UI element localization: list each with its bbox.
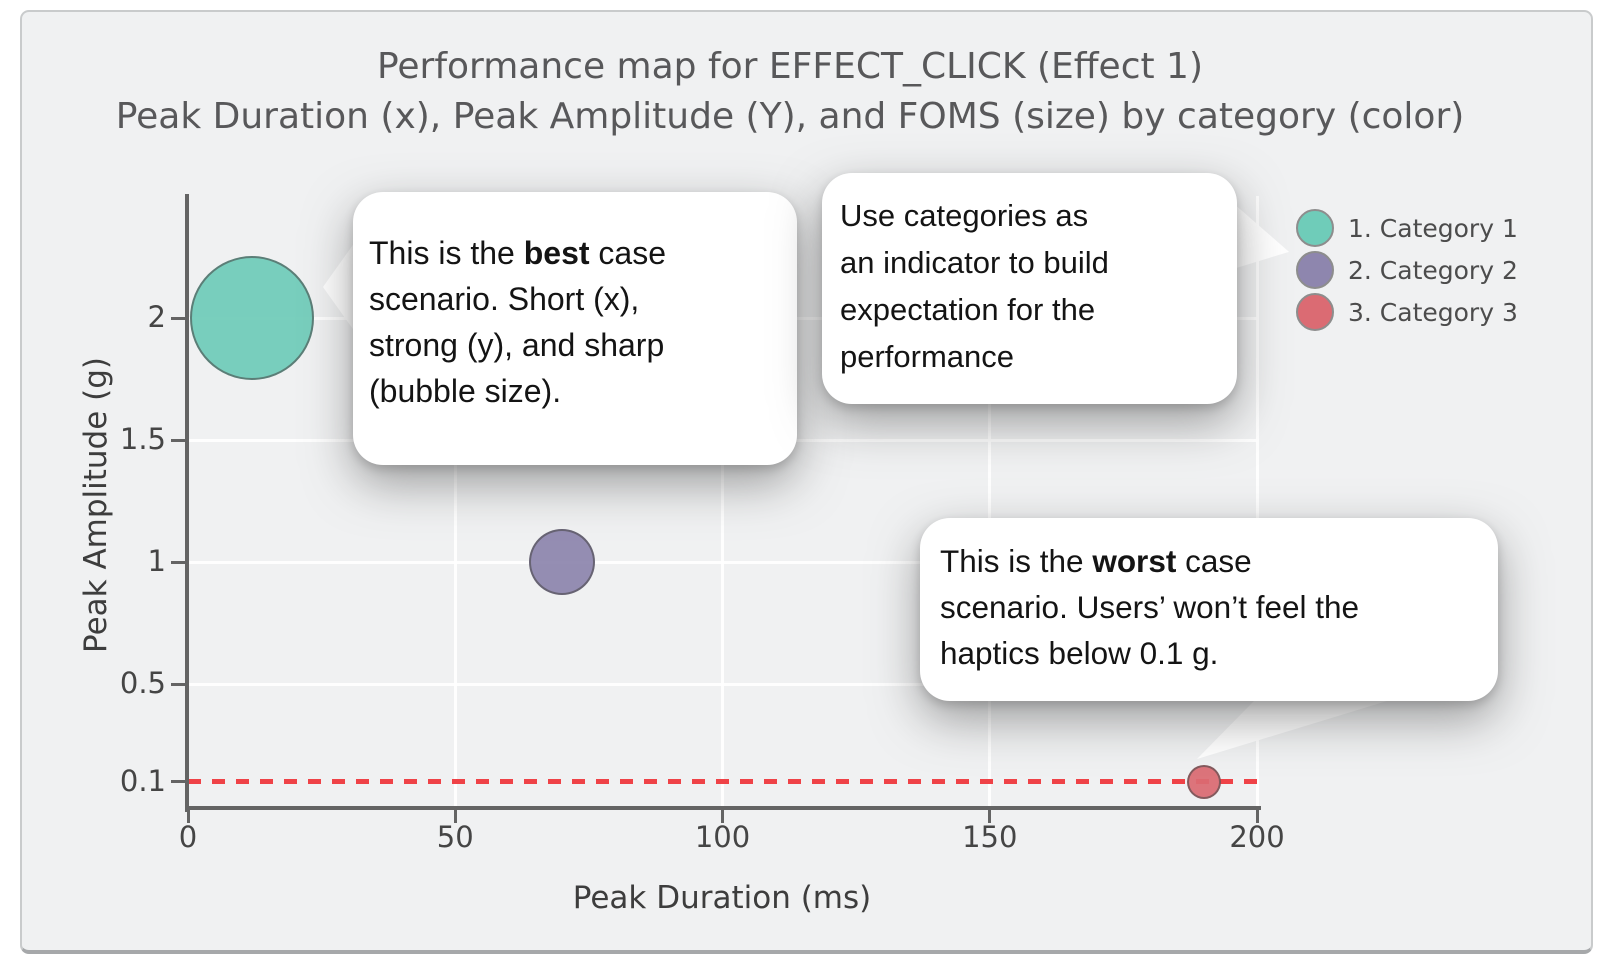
y-tick-mark (171, 316, 186, 320)
callout-worst-case: This is the worst case scenario. Users’ w… (920, 518, 1498, 701)
x-tick-mark (186, 810, 190, 823)
gridline-vertical (988, 196, 992, 806)
x-tick-mark (1255, 810, 1259, 823)
chart-title: Performance map for EFFECT_CLICK (Effect… (376, 46, 1203, 87)
chart-subtitle: Peak Duration (x), Peak Amplitude (Y), a… (115, 96, 1465, 137)
callout-best-case-text: This is the best case scenario. Short (x)… (353, 192, 797, 414)
y-tick-label: 0.1 (119, 763, 166, 798)
legend-label: 2. Category 2 (1348, 255, 1518, 285)
callout-line: (bubble size). (369, 373, 562, 409)
legend-swatch-icon (1296, 293, 1334, 331)
x-tick-mark (721, 810, 724, 823)
x-axis-title: Peak Duration (ms) (572, 880, 872, 916)
threshold-dashed-line (188, 779, 1257, 785)
callout-worst-case-text: This is the worst case scenario. Users’ w… (920, 518, 1498, 676)
data-bubble-2-category-2 (529, 529, 596, 595)
legend-swatch-icon (1296, 251, 1334, 289)
x-tick-label: 200 (1229, 820, 1285, 854)
y-tick-label: 1.5 (119, 422, 166, 456)
legend-item: 1. Category 1 (1296, 207, 1518, 249)
x-tick-label: 100 (694, 820, 751, 854)
legend-item: 2. Category 2 (1296, 249, 1518, 291)
gridline-horizontal (188, 560, 1257, 564)
x-axis-line (185, 806, 1261, 810)
y-tick-mark (171, 560, 186, 564)
x-tick-label: 0 (178, 820, 198, 854)
x-tick-label: 50 (436, 820, 474, 854)
gridline-vertical (721, 196, 724, 806)
y-tick-mark (171, 780, 186, 784)
callout-line: strong (y), and sharp (369, 327, 665, 363)
callout-line: scenario. Short (x), (369, 281, 640, 317)
callout-line: an indicator to build (840, 245, 1109, 280)
x-tick-mark (988, 810, 992, 823)
gridline-vertical (1255, 196, 1259, 806)
y-axis-title: Peak Amplitude (g) (78, 356, 114, 654)
gridline-horizontal (188, 682, 1257, 686)
y-tick-label: 2 (147, 300, 166, 334)
callout-line: This is the best case (369, 235, 666, 271)
callout-categories-text: Use categories as an indicator to build ex… (822, 173, 1237, 380)
data-bubble-3-category-3 (1186, 764, 1221, 799)
figure-panel (20, 10, 1593, 954)
y-tick-label: 0.5 (119, 666, 166, 700)
y-tick-mark (171, 438, 186, 442)
callout-line: performance (840, 339, 1015, 374)
legend-label: 3. Category 3 (1348, 297, 1518, 327)
callout-best-case: This is the best case scenario. Short (x)… (353, 192, 797, 465)
gridline-vertical (453, 196, 457, 806)
callout-line: scenario. Users’ won’t feel the (940, 589, 1360, 625)
y-axis-line (185, 194, 189, 812)
callout-line: This is the worst case (940, 543, 1252, 579)
y-tick-label: 1 (147, 544, 166, 578)
y-tick-mark (171, 682, 186, 686)
callout-line: Use categories as (840, 198, 1089, 233)
legend-label: 1. Category 1 (1348, 213, 1518, 243)
callout-line: expectation for the (840, 292, 1096, 327)
legend-item: 3. Category 3 (1296, 291, 1518, 333)
x-tick-mark (453, 810, 457, 823)
callout-line: haptics below 0.1 g. (940, 635, 1219, 671)
legend-swatch-icon (1296, 209, 1334, 247)
chart-title-block: Performance map for EFFECT_CLICK (Effect… (0, 42, 1580, 142)
data-bubble-1-category-1 (190, 256, 315, 380)
callout-categories: Use categories as an indicator to build ex… (822, 173, 1237, 404)
x-tick-label: 150 (962, 820, 1018, 854)
legend: 1. Category 1 2. Category 2 3. Category 3 (1296, 207, 1518, 333)
